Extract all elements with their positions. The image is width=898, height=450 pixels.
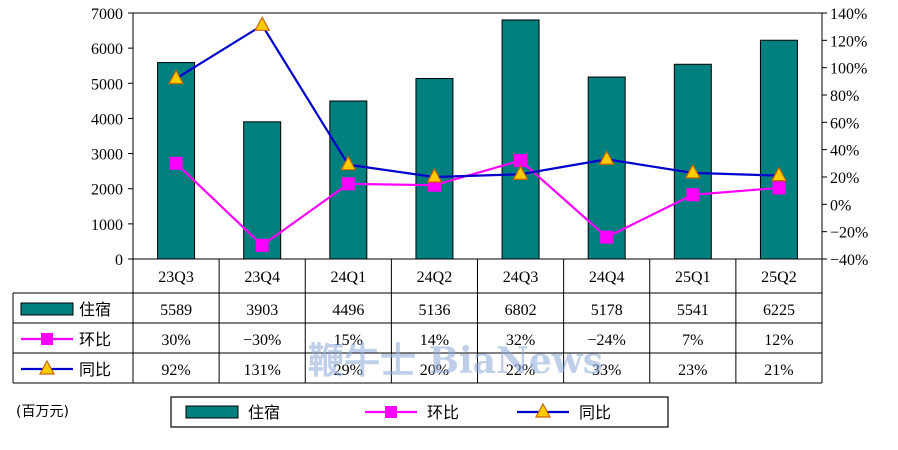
legend-key-住宿	[20, 302, 74, 316]
bar-24Q4	[587, 76, 626, 260]
category-label-24Q3: 24Q3	[503, 269, 539, 286]
table-cell-环比-23Q4: −30%	[243, 332, 281, 349]
left-axis-tick-label: 5000	[91, 76, 123, 93]
point-环比-24Q3	[514, 154, 528, 168]
table-row-label-环比: 环比	[79, 330, 111, 349]
table-cell-住宿-24Q1: 4496	[332, 302, 364, 319]
right-axis-tick-label: 100%	[830, 61, 867, 78]
category-label-25Q1: 25Q1	[675, 269, 711, 286]
legend-key-marker-同比	[534, 402, 552, 418]
table-cell-住宿-24Q2: 5136	[418, 302, 450, 319]
left-axis-tick-label: 3000	[91, 147, 123, 164]
table-cell-环比-24Q1: 15%	[334, 332, 363, 349]
watermark: 鞭牛士 BiaNews	[308, 340, 603, 382]
table-cell-环比-24Q4: −24%	[588, 332, 626, 349]
right-axis-tick-label: 140%	[830, 6, 867, 23]
table-cell-同比-24Q2: 20%	[420, 362, 449, 379]
category-label-25Q2: 25Q2	[761, 269, 797, 286]
unit-label: (百万元)	[16, 404, 69, 420]
series-line-同比	[175, 23, 779, 179]
left-axis-tick-label: 2000	[91, 182, 123, 199]
table-cell-环比-24Q2: 14%	[420, 332, 449, 349]
table-cell-住宿-25Q2: 6225	[763, 302, 795, 319]
left-axis-tick-label: 7000	[91, 6, 123, 23]
bar-25Q2	[759, 39, 798, 260]
table-cell-同比-24Q4: 33%	[592, 362, 621, 379]
left-axis-tick-label: 1000	[91, 217, 123, 234]
right-axis-tick-label: 60%	[830, 115, 859, 132]
legend-key-marker-同比	[38, 359, 56, 375]
legend-label-同比: 同比	[579, 403, 611, 422]
category-label-23Q3: 23Q3	[158, 269, 194, 286]
table-cell-环比-25Q1: 7%	[682, 332, 703, 349]
bar-25Q1	[673, 63, 712, 260]
right-axis-tick-label: 80%	[830, 88, 859, 105]
left-axis-tick-label: 6000	[91, 41, 123, 58]
right-axis-tick-label: −40%	[830, 252, 868, 269]
table-cell-住宿-25Q1: 5541	[677, 302, 709, 319]
category-label-24Q2: 24Q2	[417, 269, 453, 286]
point-环比-25Q2	[772, 181, 786, 195]
table-cell-住宿-23Q4: 3903	[246, 302, 278, 319]
table-cell-同比-25Q2: 21%	[764, 362, 793, 379]
table-cell-同比-23Q4: 131%	[244, 362, 281, 379]
right-axis-tick-label: 0%	[830, 197, 851, 214]
point-同比-25Q2	[770, 166, 787, 182]
right-axis-tick-label: −20%	[830, 225, 868, 242]
table-cell-同比-23Q3: 92%	[161, 362, 190, 379]
table-cell-同比-24Q3: 22%	[506, 362, 535, 379]
table-row-label-同比: 同比	[79, 360, 111, 379]
table-row-label-住宿: 住宿	[79, 300, 111, 319]
bar-23Q4	[243, 121, 282, 260]
right-axis-tick-label: 40%	[830, 143, 859, 160]
point-同比-24Q2	[426, 167, 443, 183]
table-cell-住宿-23Q3: 5589	[160, 302, 192, 319]
point-同比-24Q4	[598, 149, 615, 165]
table-cell-同比-24Q1: 29%	[334, 362, 363, 379]
point-同比-23Q3	[168, 69, 185, 85]
category-label-24Q1: 24Q1	[331, 269, 367, 286]
table-cell-环比-24Q3: 32%	[506, 332, 535, 349]
point-环比-25Q1	[686, 188, 700, 202]
legend-key-marker-环比	[41, 333, 53, 345]
point-同比-24Q3	[512, 165, 529, 180]
legend-key-住宿	[185, 405, 239, 419]
legend-label-住宿: 住宿	[248, 403, 280, 422]
left-axis-tick-label: 4000	[91, 111, 123, 128]
point-同比-25Q1	[684, 163, 701, 179]
series-line-环比	[175, 159, 780, 247]
legend-key-marker-环比	[385, 406, 397, 418]
bar-24Q3	[501, 19, 540, 260]
point-环比-23Q3	[169, 156, 183, 170]
category-label-24Q4: 24Q4	[589, 269, 625, 286]
point-环比-24Q4	[600, 230, 614, 244]
category-label-23Q4: 23Q4	[244, 269, 280, 286]
point-环比-24Q1	[341, 177, 355, 191]
legend-label-环比: 环比	[427, 403, 459, 422]
table-cell-住宿-24Q3: 6802	[505, 302, 537, 319]
table-cell-同比-25Q1: 23%	[678, 362, 707, 379]
right-axis-tick-label: 20%	[830, 170, 859, 187]
table-cell-环比-25Q2: 12%	[764, 332, 793, 349]
left-axis-tick-label: 0	[115, 252, 123, 269]
point-环比-23Q4	[255, 238, 269, 252]
table-cell-住宿-24Q4: 5178	[591, 302, 623, 319]
table-cell-环比-23Q3: 30%	[161, 332, 190, 349]
legend-box	[170, 396, 669, 428]
right-axis-tick-label: 120%	[830, 33, 867, 50]
point-同比-23Q4	[254, 16, 271, 31]
point-同比-24Q1	[340, 155, 357, 171]
